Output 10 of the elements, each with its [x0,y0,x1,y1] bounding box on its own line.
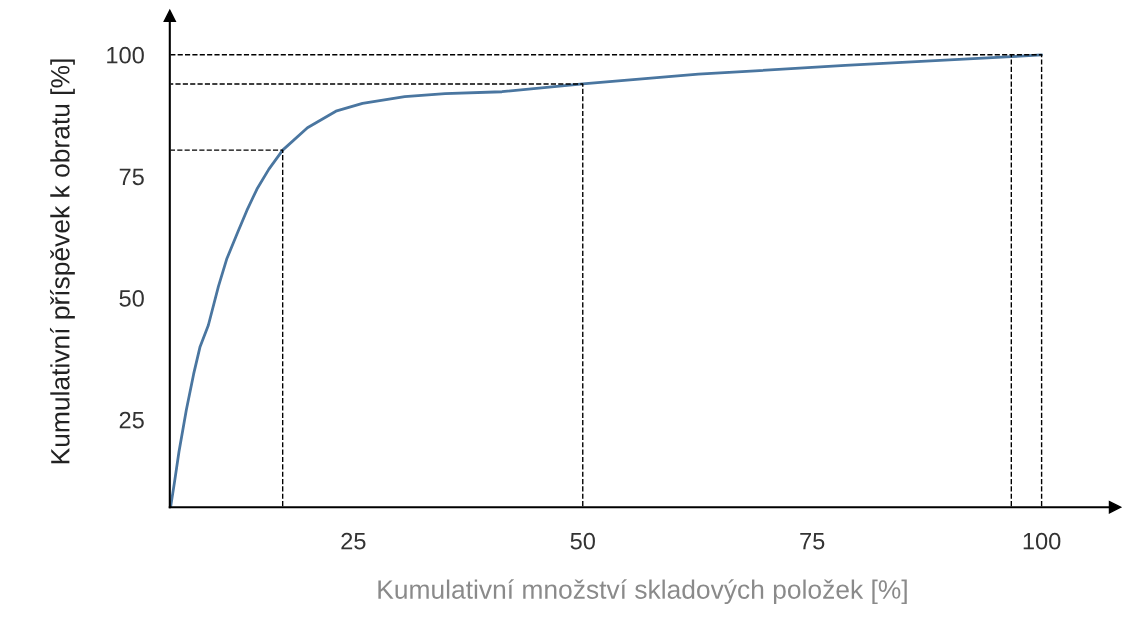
x-tick-label: 100 [1023,532,1061,550]
x-tick-label: 25 [341,532,366,550]
y-tick-label: 100 [107,46,144,64]
y-axis-title: Kumulativní příspěvek k obratu [%] [49,59,75,464]
x-axis-title: Kumulativní množství skladových položek [%] [378,579,907,605]
y-tick-label: 50 [119,290,144,307]
y-tick-label: 25 [119,411,144,429]
x-tick-label: 75 [800,533,825,550]
x-tick-label: 50 [570,532,595,550]
y-tick-label: 75 [119,168,144,186]
